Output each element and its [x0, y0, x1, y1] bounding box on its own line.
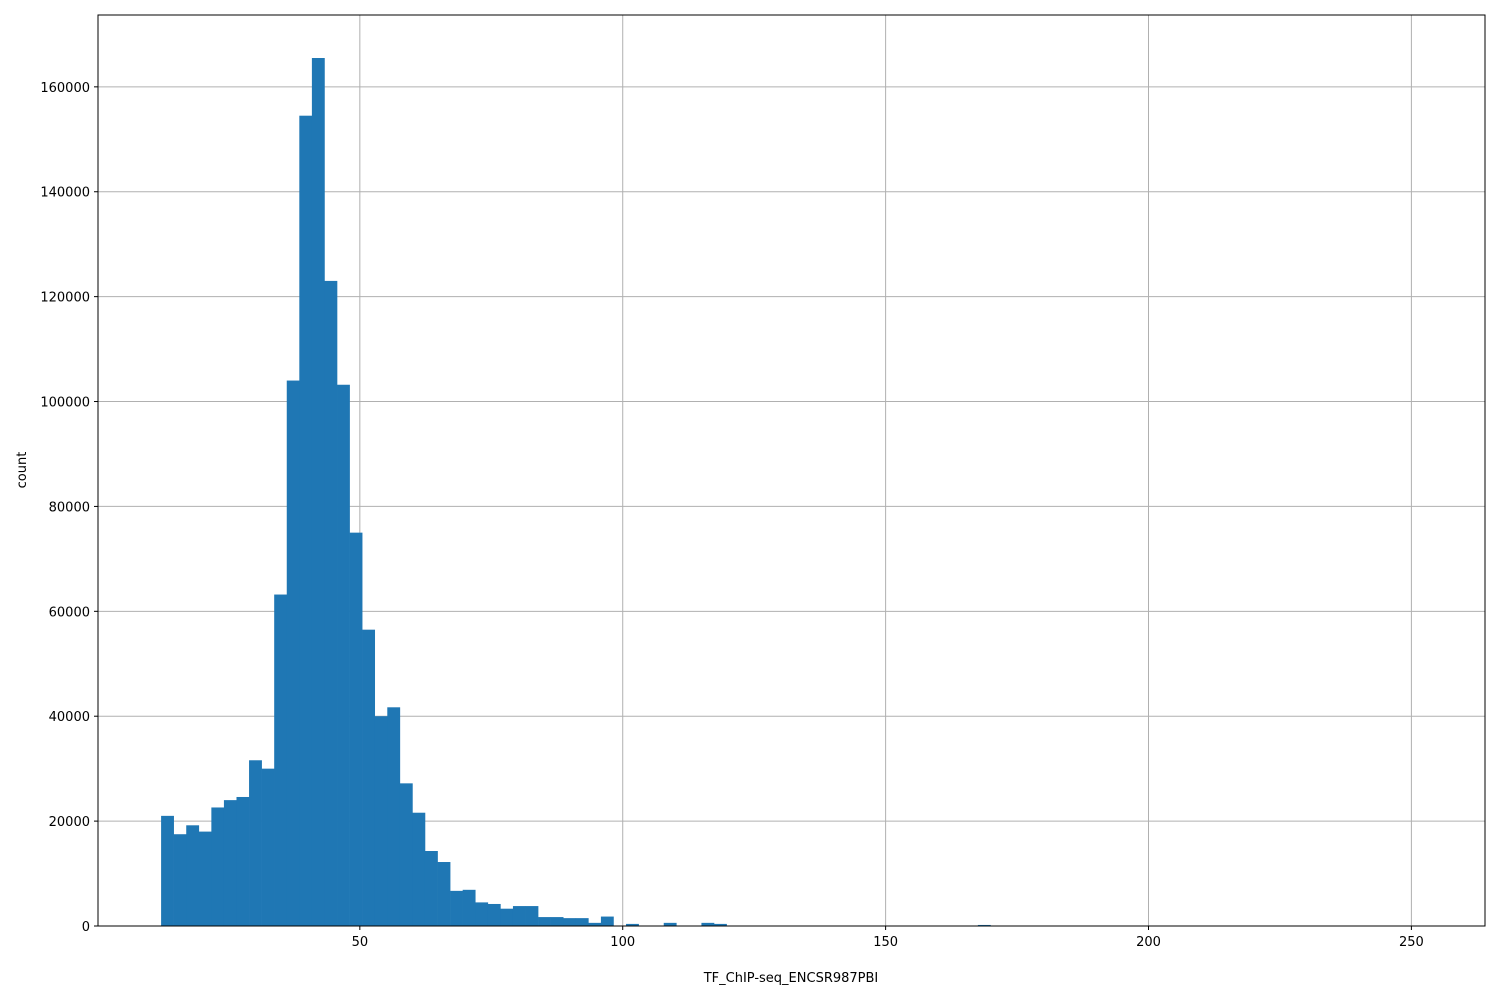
- x-axis-label: TF_ChIP-seq_ENCSR987PBI: [703, 971, 879, 986]
- ticks: 50 100 150 200 250 0 20000 40000 60000 80000 10000…: [40, 81, 1423, 950]
- plot-frame: [97, 14, 1486, 927]
- histogram-bar: [173, 834, 187, 926]
- histogram-bar: [701, 922, 715, 926]
- histogram-bar: [512, 906, 526, 926]
- x-tick-label: 150: [873, 935, 898, 950]
- histogram-bar: [286, 380, 300, 926]
- x-tick-label: 250: [1399, 935, 1424, 950]
- x-tick-label: 100: [610, 935, 635, 950]
- histogram-bar: [525, 906, 539, 926]
- histogram-bar: [575, 918, 589, 926]
- histogram-bar: [626, 923, 639, 926]
- histogram-bar: [714, 923, 727, 926]
- histogram-bar: [261, 768, 275, 926]
- histogram-bar: [487, 903, 501, 926]
- y-tick-label: 80000: [49, 500, 90, 515]
- histogram-bar: [299, 115, 313, 926]
- histogram-bar: [387, 707, 401, 926]
- y-tick-label: 160000: [40, 81, 90, 96]
- y-tick-label: 0: [82, 920, 90, 935]
- histogram-bar: [324, 280, 338, 926]
- histogram-bar: [412, 812, 426, 926]
- y-tick-label: 140000: [40, 186, 90, 201]
- y-axis-label: count: [15, 452, 30, 489]
- y-tick-label: 20000: [49, 815, 90, 830]
- histogram-bar: [274, 594, 288, 926]
- y-tick-label: 60000: [49, 605, 90, 620]
- y-tick-label: 120000: [40, 291, 90, 306]
- x-tick-label: 200: [1136, 935, 1161, 950]
- histogram-bar: [538, 917, 551, 926]
- histogram-bar: [588, 922, 602, 926]
- histogram-bar: [198, 831, 212, 926]
- histogram-bar: [977, 924, 991, 926]
- histogram-bar: [450, 890, 463, 926]
- histogram-bar: [462, 889, 476, 926]
- y-tick-label: 100000: [40, 396, 90, 411]
- histogram-bar: [374, 716, 388, 926]
- histogram-bar: [663, 922, 677, 926]
- histogram-bar: [550, 917, 564, 926]
- bars: [161, 58, 991, 926]
- histogram-bar: [249, 760, 262, 926]
- histogram-bar: [437, 862, 451, 926]
- x-tick-label: 50: [352, 935, 369, 950]
- histogram-bar: [161, 815, 174, 926]
- histogram-bar: [211, 807, 225, 926]
- histogram-bar: [600, 916, 614, 926]
- histogram-bar: [424, 851, 438, 926]
- histogram-bar: [563, 918, 577, 926]
- histogram-bar: [337, 384, 350, 926]
- histogram-bar: [475, 902, 489, 926]
- histogram-bar: [349, 532, 363, 926]
- histogram-bar: [223, 800, 237, 926]
- histogram-bar: [399, 783, 413, 926]
- histogram-bar: [186, 825, 200, 926]
- histogram-bar: [362, 629, 376, 926]
- y-tick-label: 40000: [49, 710, 90, 725]
- histogram-bar: [311, 58, 325, 926]
- histogram-bar: [236, 796, 250, 926]
- histogram-bar: [500, 908, 514, 926]
